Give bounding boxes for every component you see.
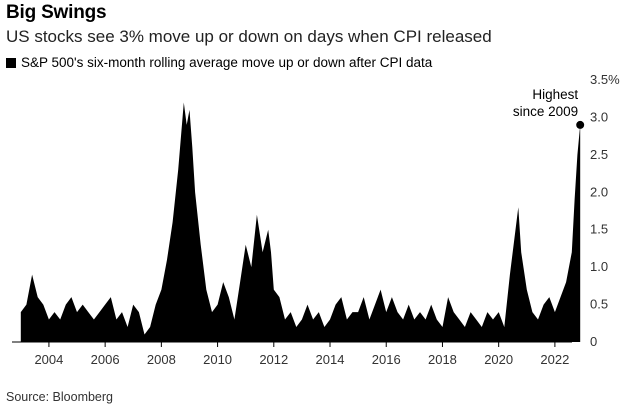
annotation: Highest since 2009 — [513, 87, 585, 129]
y-axis-ticks: 0 0.5 1.0 1.5 2.0 2.5 3.0 3.5% — [590, 72, 620, 349]
x-tick-label: 2020 — [484, 352, 513, 367]
y-tick-label: 2.0 — [590, 184, 608, 199]
annotation-text: since 2009 — [513, 104, 578, 119]
x-tick-label: 2018 — [428, 352, 457, 367]
chart-subtitle: US stocks see 3% move up or down on days… — [6, 27, 492, 46]
y-tick-label: 0.5 — [590, 297, 608, 312]
series-area — [20, 102, 581, 342]
x-tick-label: 2016 — [372, 352, 401, 367]
x-tick-label: 2014 — [316, 352, 345, 367]
legend-label: S&P 500's six-month rolling average move… — [21, 55, 433, 70]
y-tick-label: 1.0 — [590, 259, 608, 274]
x-tick-label: 2006 — [91, 352, 120, 367]
source-note: Source: Bloomberg — [6, 390, 114, 404]
y-tick-label: 0 — [590, 334, 597, 349]
x-tick-label: 2010 — [203, 352, 232, 367]
chart-title: Big Swings — [6, 2, 107, 23]
legend-swatch — [6, 57, 16, 68]
y-tick-label: 3.0 — [590, 109, 608, 124]
x-axis-ticks: 2004 2006 2008 2010 2012 2014 2016 2018 2020 2022 — [34, 342, 569, 367]
annotation-text: Highest — [532, 87, 578, 102]
y-tick-label: 1.5 — [590, 222, 608, 237]
x-tick-label: 2012 — [259, 352, 288, 367]
x-tick-label: 2008 — [147, 352, 176, 367]
x-tick-label: 2022 — [540, 352, 569, 367]
annotation-marker — [576, 120, 585, 129]
y-tick-label: 3.5% — [590, 72, 620, 87]
legend: S&P 500's six-month rolling average move… — [6, 55, 432, 70]
y-tick-label: 2.5 — [590, 147, 608, 162]
x-tick-label: 2004 — [34, 352, 63, 367]
